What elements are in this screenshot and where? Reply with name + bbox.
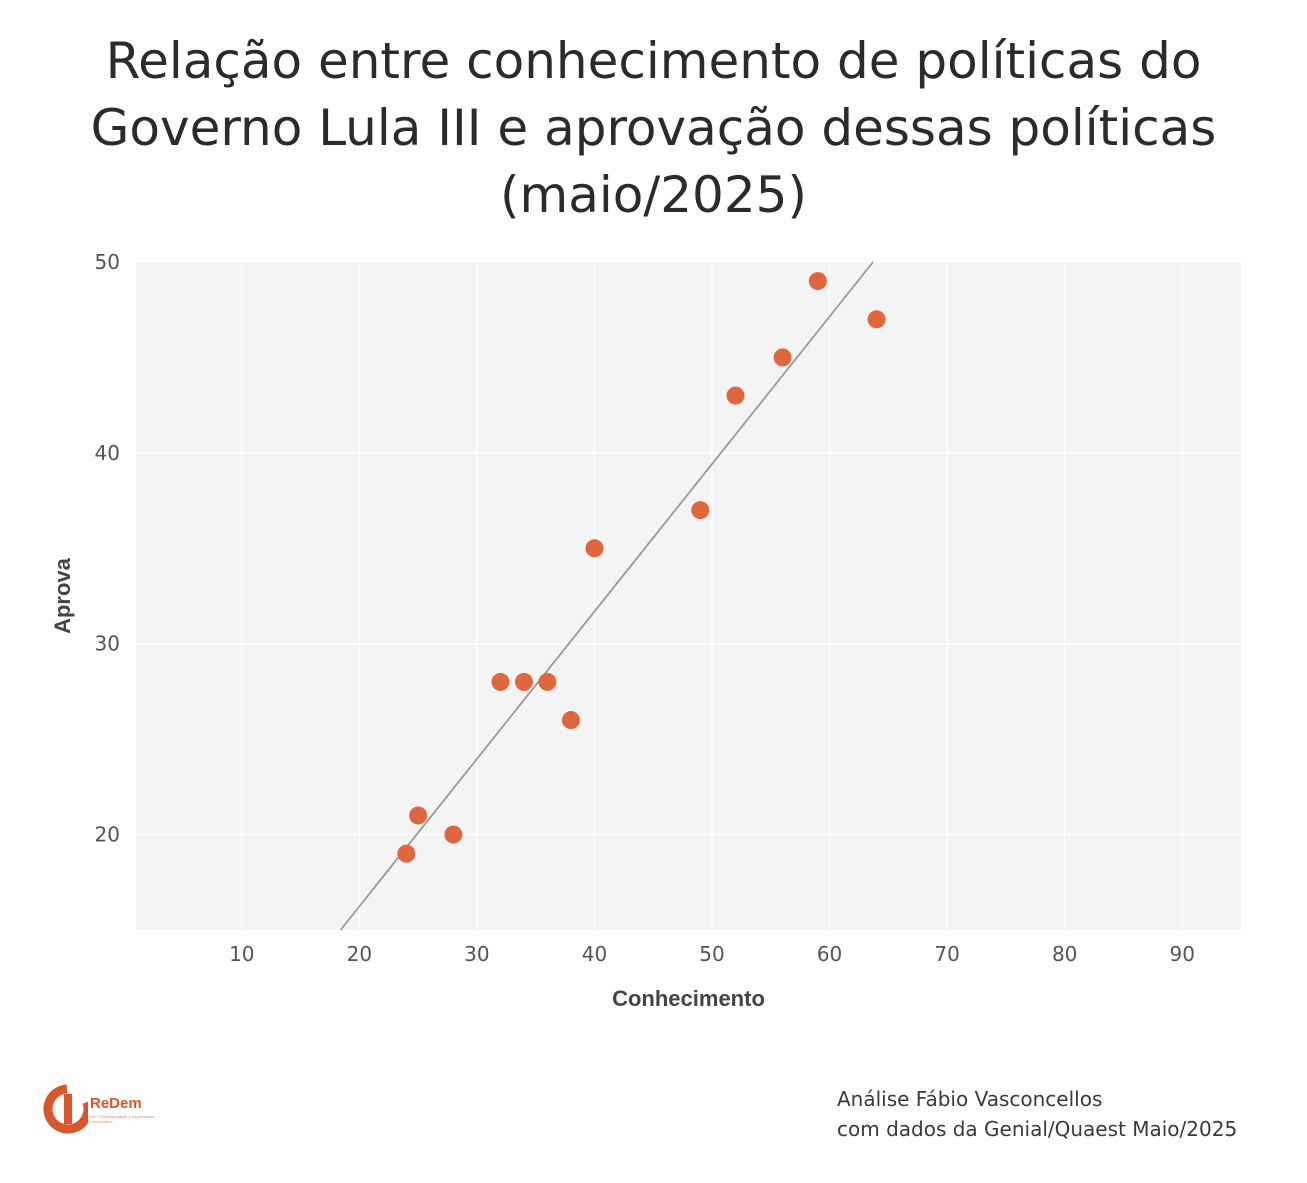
data-point — [867, 310, 886, 329]
chart-title-line-1: Relação entre conhecimento de políticas … — [105, 32, 1202, 90]
grid-lines — [136, 261, 1241, 930]
data-point — [808, 272, 827, 291]
chart-title-line-2: Governo Lula III e aprovação dessas polí… — [90, 99, 1217, 157]
data-point — [691, 501, 710, 520]
chart-title: Relação entre conhecimento de políticas … — [0, 28, 1307, 229]
y-tick-label: 40 — [95, 441, 120, 465]
x-tick-label: 40 — [582, 942, 607, 966]
redem-logo-icon — [43, 1084, 93, 1134]
trend-line — [339, 261, 874, 931]
data-point — [585, 539, 604, 558]
data-point — [538, 672, 557, 691]
logo-name: ReDem — [90, 1095, 142, 1112]
data-point — [491, 672, 510, 691]
x-tick-label: 80 — [1052, 942, 1077, 966]
source-caption: Análise Fábio Vasconcellos com dados da … — [837, 1084, 1237, 1144]
plot-panel — [136, 262, 1241, 930]
x-tick-label: 70 — [934, 942, 959, 966]
x-axis-label: Conhecimento — [612, 986, 765, 1011]
data-point — [773, 348, 792, 367]
y-tick-label: 30 — [95, 632, 120, 656]
data-point — [444, 825, 463, 844]
chart-title-line-3: (maio/2025) — [500, 166, 807, 224]
data-point — [514, 672, 533, 691]
redem-logo: ReDem INCT Representação e Legitimidade … — [38, 1078, 168, 1140]
data-point — [397, 844, 416, 863]
x-tick-label: 90 — [1169, 942, 1194, 966]
data-points — [397, 272, 886, 863]
y-axis-label: Aprova — [50, 557, 75, 634]
x-tick-label: 10 — [229, 942, 254, 966]
y-tick-label: 20 — [95, 823, 120, 847]
data-point — [726, 386, 745, 405]
y-tick-labels: 20 30 40 50 — [95, 250, 120, 847]
x-tick-label: 30 — [464, 942, 489, 966]
x-tick-labels: 10 20 30 40 50 60 70 80 90 — [229, 942, 1195, 966]
x-tick-label: 60 — [817, 942, 842, 966]
x-tick-label: 50 — [699, 942, 724, 966]
data-point — [561, 711, 580, 730]
y-tick-label: 50 — [95, 250, 120, 274]
logo-subtitle: INCT Representação e Legitimidade Democr… — [90, 1114, 155, 1124]
scatter-chart: 10 20 30 40 50 60 70 80 90 20 30 40 50 Conhecimento… — [50, 250, 1241, 1011]
data-point — [409, 806, 428, 825]
caption-line-2: com dados da Genial/Quaest Maio/2025 — [837, 1117, 1238, 1141]
x-tick-label: 20 — [347, 942, 372, 966]
caption-line-1: Análise Fábio Vasconcellos — [837, 1087, 1103, 1111]
